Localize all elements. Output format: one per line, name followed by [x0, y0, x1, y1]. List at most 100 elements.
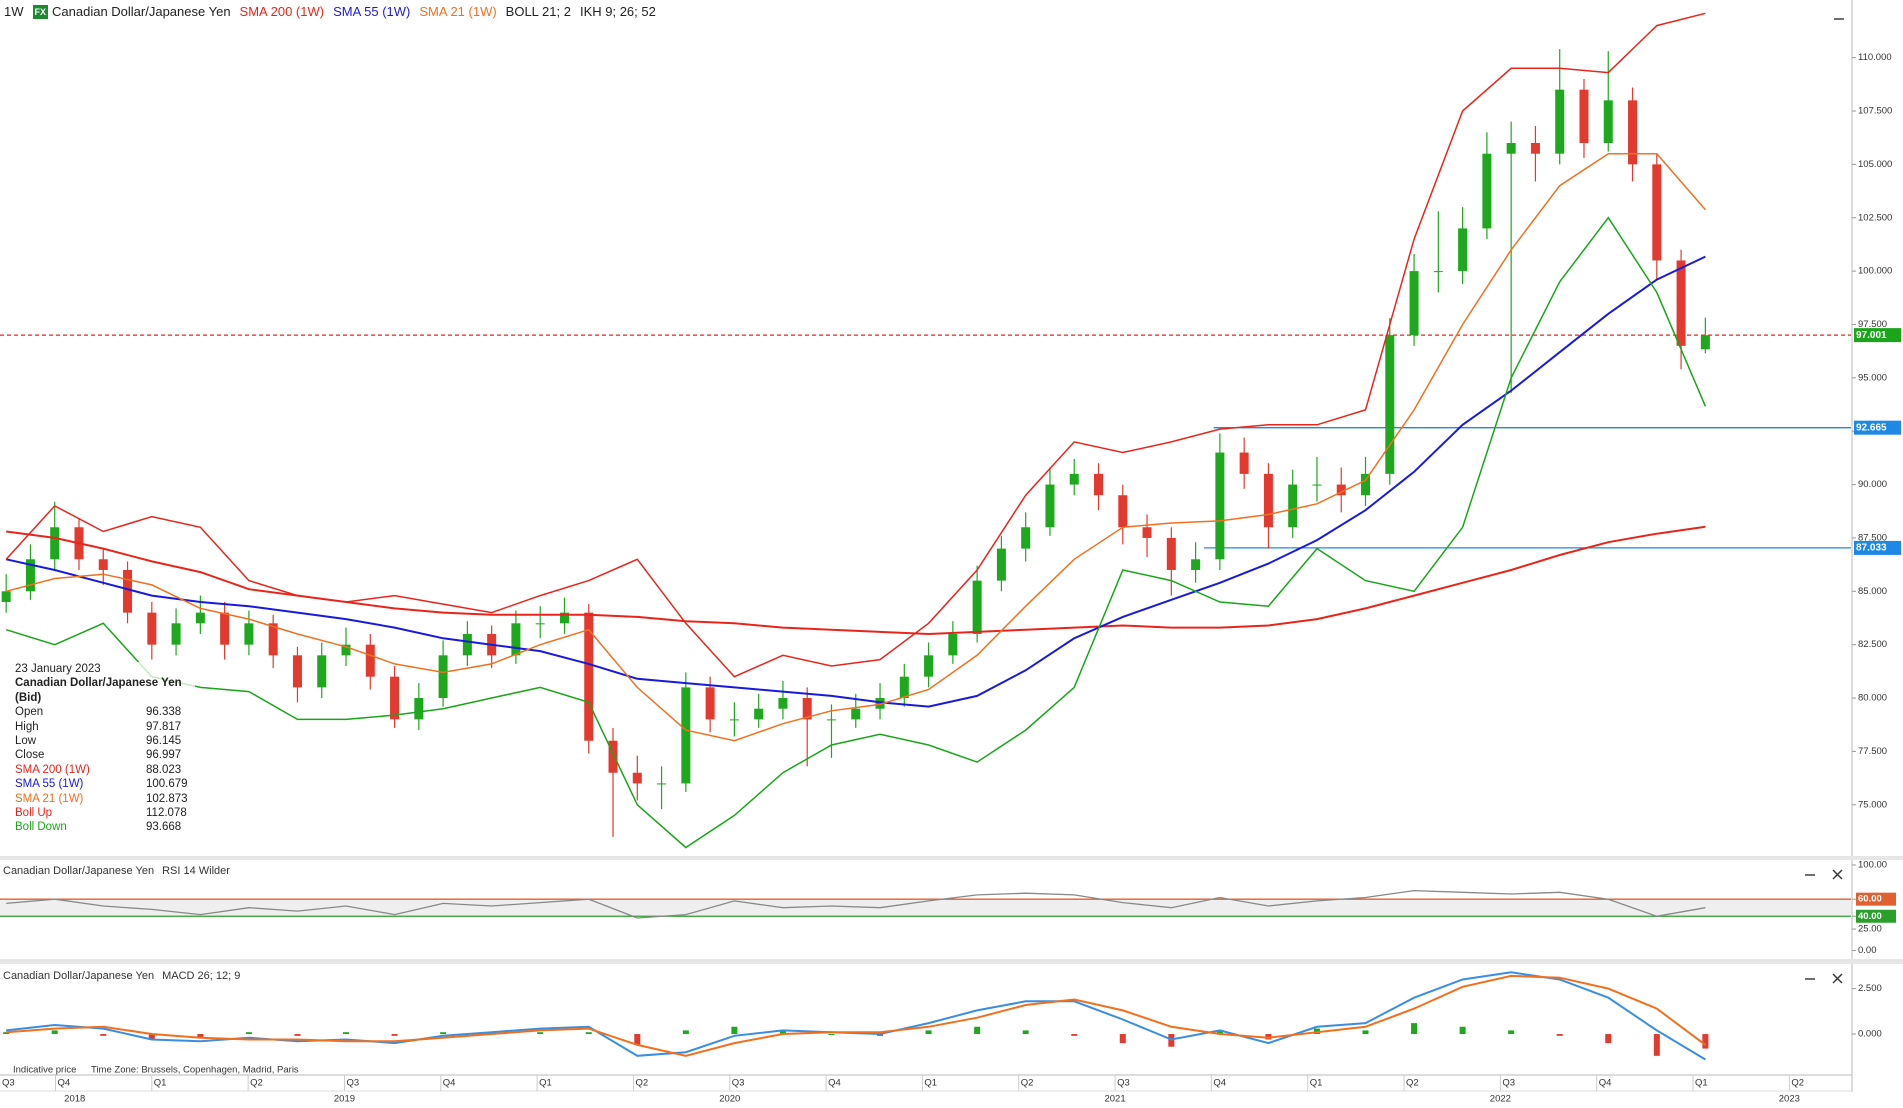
candle-body	[1021, 527, 1031, 549]
indicator-name: MACD 26; 12; 9	[162, 970, 240, 982]
histogram-bar	[1071, 1034, 1078, 1036]
x-tick-label: Q4	[443, 1078, 456, 1089]
x-tick-label: Q2	[1791, 1078, 1804, 1089]
candle-body	[875, 698, 885, 709]
x-tick-label: Q1	[1310, 1078, 1323, 1089]
legend-entry[interactable]: SMA 200 (1W)	[239, 4, 325, 19]
info-panel: 23 January 2023 Canadian Dollar/Japanese…	[15, 662, 195, 835]
info-label: Boll Down	[15, 821, 67, 834]
candle-body	[802, 698, 812, 720]
close-button[interactable]	[1832, 869, 1843, 880]
y-tick-label: 77.500	[1858, 746, 1887, 757]
y-tick-label: 0.000	[1858, 1029, 1882, 1040]
price-label: 87.033	[1856, 543, 1887, 554]
histogram-bar	[1411, 1023, 1418, 1035]
candle-body	[584, 612, 594, 741]
info-value: 96.997	[146, 749, 182, 762]
x-tick-label: Q4	[828, 1078, 841, 1089]
histogram-bar	[537, 1032, 544, 1035]
close-button[interactable]	[1832, 973, 1843, 984]
info-label: SMA 200 (1W)	[15, 763, 90, 776]
histogram-bar	[197, 1034, 204, 1038]
y-tick-label: 0.00	[1858, 945, 1877, 956]
x-tick-label: Q1	[539, 1078, 552, 1089]
y-tick-label: 107.500	[1858, 106, 1892, 117]
legend-entry[interactable]: SMA 55 (1W)	[333, 4, 411, 19]
histogram-bar	[1216, 1030, 1223, 1035]
indicator-name: RSI 14 Wilder	[162, 865, 230, 877]
price-label-box	[1854, 328, 1901, 343]
x-tick-label: Q3	[2, 1078, 15, 1089]
info-row: Boll Down 93.668	[15, 820, 195, 834]
info-label: Close	[15, 749, 45, 762]
x-tick-label: Q3	[1117, 1078, 1130, 1089]
panel-separator	[0, 959, 1903, 964]
histogram-bar	[585, 1032, 592, 1035]
candle-body	[1142, 527, 1152, 538]
candle-body	[317, 655, 327, 688]
study-label[interactable]: IKH 9; 26; 52	[579, 4, 656, 19]
price-label-box	[1854, 540, 1901, 555]
histogram-bar	[1119, 1034, 1126, 1044]
candle-body	[948, 633, 958, 656]
candle-body	[1215, 452, 1225, 560]
candle-body	[50, 527, 60, 560]
candle-body	[171, 623, 181, 645]
candle-body	[365, 644, 375, 677]
y-tick-label: 40.00	[1858, 911, 1882, 922]
candle-body	[1579, 89, 1589, 144]
y-tick-label: 82.500	[1858, 639, 1887, 650]
histogram-bar	[1362, 1030, 1369, 1035]
info-row: Close 96.997	[15, 748, 195, 762]
timeframe[interactable]: 1W	[4, 4, 24, 19]
candle-body	[1069, 473, 1079, 485]
x-tick-label: Q3	[346, 1078, 359, 1089]
histogram-bar	[1702, 1034, 1709, 1049]
indicator-line	[6, 152, 1706, 742]
candle-body	[851, 708, 861, 720]
candle-body	[1361, 473, 1371, 496]
candle-body	[511, 623, 521, 656]
candle-body	[899, 676, 909, 699]
histogram-bar	[100, 1034, 107, 1036]
y-tick-label: 75.000	[1858, 799, 1887, 810]
histogram-bar	[1653, 1034, 1660, 1056]
y-tick-label: 102.500	[1858, 212, 1892, 223]
histogram-bar	[148, 1034, 155, 1040]
plot-area	[0, 12, 1851, 849]
candle-body	[123, 569, 133, 613]
info-value: 102.873	[146, 792, 188, 805]
y-tick-label: 85.000	[1858, 586, 1887, 597]
indicator-line	[5, 255, 1706, 708]
x-tick-label: Q3	[1502, 1078, 1515, 1089]
candle-body	[25, 559, 35, 592]
plot-area	[0, 889, 1851, 919]
histogram-bar	[779, 1030, 786, 1035]
histogram-bar	[682, 1030, 689, 1035]
instrument-name: Canadian Dollar/Japanese Yen	[3, 865, 154, 877]
window-controls	[1805, 18, 1844, 984]
indicator-line	[6, 525, 1706, 636]
candle-body	[1506, 143, 1516, 154]
candle-body	[1263, 473, 1273, 528]
info-row: SMA 21 (1W) 102.873	[15, 792, 195, 806]
candle-body	[1288, 484, 1298, 528]
candle-body	[1700, 335, 1710, 350]
info-row: SMA 55 (1W) 100.679	[15, 777, 195, 791]
candle-body	[778, 698, 788, 709]
candle-body	[1385, 335, 1395, 474]
study-label[interactable]: BOLL 21; 2	[505, 4, 571, 19]
legend-entry[interactable]: SMA 21 (1W)	[419, 4, 497, 19]
instrument-name: Canadian Dollar/Japanese Yen	[3, 970, 154, 982]
histogram-bar	[1508, 1030, 1515, 1035]
candle-body	[268, 623, 278, 656]
y-tick-label: 60.00	[1858, 894, 1882, 905]
info-label: Boll Up	[15, 807, 53, 820]
histogram-bar	[1022, 1030, 1029, 1035]
histogram-bar	[925, 1030, 932, 1035]
histogram-bar	[294, 1034, 301, 1036]
candle-body	[1676, 260, 1686, 346]
year-label: 2018	[64, 1094, 85, 1105]
rsi-line	[6, 889, 1706, 919]
